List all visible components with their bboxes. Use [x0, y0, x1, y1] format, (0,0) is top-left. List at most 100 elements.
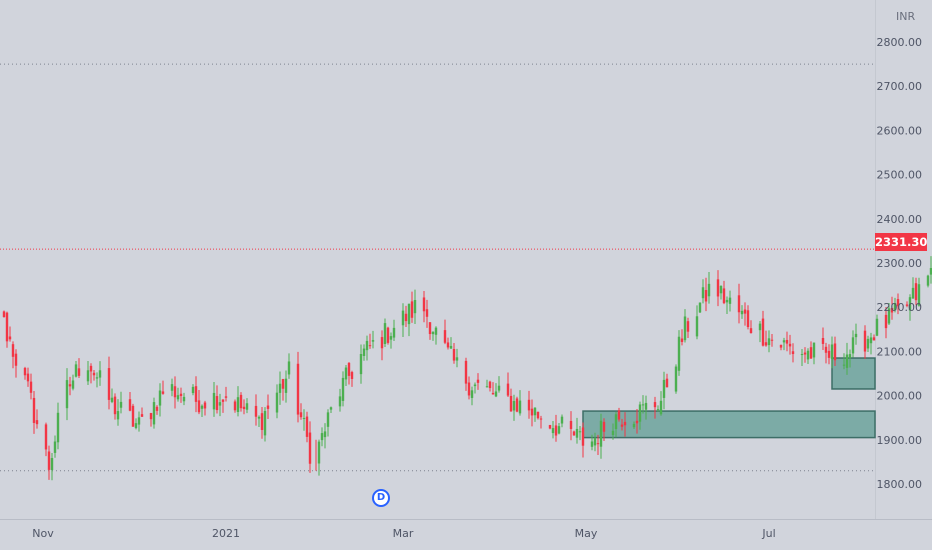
candle-body	[257, 416, 261, 419]
candle	[338, 388, 342, 412]
candle	[452, 343, 456, 364]
candle-body	[392, 327, 396, 338]
candle-body	[467, 382, 471, 396]
candle	[680, 329, 684, 346]
candle-body	[593, 438, 597, 446]
candle	[785, 331, 789, 352]
candle-body	[488, 381, 492, 389]
candle	[8, 326, 12, 342]
candle-body	[506, 383, 510, 396]
candle-body	[44, 424, 48, 450]
candle	[590, 434, 594, 451]
candle	[518, 390, 522, 416]
candle	[770, 334, 774, 347]
candle	[155, 405, 159, 415]
candle-body	[404, 313, 408, 322]
candle-body	[86, 370, 90, 382]
price-tick-label: 2400.00	[877, 213, 923, 226]
candle-body	[581, 427, 585, 446]
candle-body	[614, 414, 618, 430]
candle	[908, 294, 912, 321]
candle-body	[50, 458, 54, 471]
candle	[32, 391, 36, 434]
candle-body	[782, 340, 786, 343]
candle-body	[326, 412, 330, 427]
candle	[254, 394, 258, 426]
candle-body	[884, 314, 888, 329]
candle	[872, 334, 876, 341]
candle-body	[512, 400, 516, 411]
candle-body	[350, 372, 354, 379]
candle	[599, 413, 603, 459]
candle	[533, 407, 537, 422]
candle-body	[221, 399, 225, 402]
candle	[494, 383, 498, 398]
candle-body	[470, 390, 474, 398]
candle-body	[509, 395, 513, 412]
candle-body	[617, 410, 621, 420]
candle-body	[152, 402, 156, 425]
candle-body	[929, 268, 932, 275]
candle	[581, 422, 585, 458]
supply-demand-zones[interactable]	[582, 357, 876, 439]
candle-body	[854, 333, 858, 338]
candle-body	[704, 290, 708, 302]
price-tick-label: 2800.00	[877, 36, 923, 49]
candle-body	[659, 400, 663, 415]
candle-body	[455, 357, 459, 361]
candle	[29, 373, 33, 400]
candle	[98, 361, 102, 386]
candle-body	[347, 362, 351, 376]
candle	[812, 342, 816, 365]
candle-body	[212, 392, 216, 410]
candle-body	[497, 385, 501, 391]
candle-body	[863, 330, 867, 352]
candle	[281, 378, 285, 401]
candle-body	[812, 342, 816, 358]
candle	[791, 343, 795, 363]
candle	[446, 337, 450, 350]
candle	[53, 435, 57, 458]
candle-body	[449, 345, 453, 349]
candle	[884, 307, 888, 339]
zone-rect[interactable]	[831, 357, 876, 390]
candle-body	[539, 418, 543, 420]
candle-body	[299, 412, 303, 418]
candle-body	[824, 346, 828, 353]
candle	[737, 283, 741, 324]
zone-rect[interactable]	[582, 410, 876, 439]
candle-body	[656, 409, 660, 411]
candle-body	[383, 323, 387, 344]
candle-body	[23, 367, 27, 376]
candle	[833, 336, 837, 366]
candle	[275, 384, 279, 419]
candle	[380, 330, 384, 361]
candle-body	[422, 297, 426, 312]
candle	[362, 344, 366, 361]
candle	[740, 305, 744, 319]
candle	[35, 409, 39, 429]
candle-body	[425, 309, 429, 317]
candle	[107, 356, 111, 410]
candle-body	[770, 339, 774, 341]
candle	[50, 453, 54, 481]
candle	[851, 330, 855, 358]
candle-body	[707, 283, 711, 297]
candle-body	[68, 384, 72, 387]
candle-body	[491, 392, 495, 395]
dividend-event-icon[interactable]: D	[372, 489, 390, 507]
candle-body	[758, 323, 762, 331]
candle-body	[872, 337, 876, 341]
price-axis: 1800.00 1900.00 2000.00 2100.00 2200.00 2300.…	[877, 36, 923, 491]
candle-body	[596, 443, 600, 445]
candle	[842, 353, 846, 370]
candle-body	[287, 361, 291, 375]
candle	[722, 280, 726, 305]
candle-body	[263, 410, 267, 436]
candle-body	[161, 391, 165, 394]
candle	[119, 391, 123, 414]
candle-body	[413, 300, 417, 314]
candle-body	[107, 368, 111, 400]
candle	[578, 426, 582, 441]
